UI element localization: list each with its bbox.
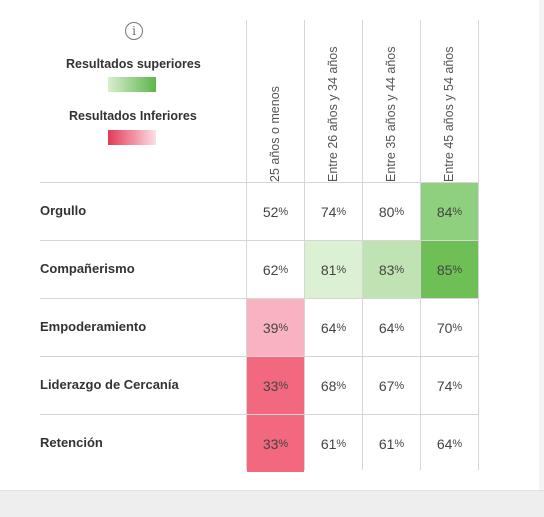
- heatmap-cell: 74%: [421, 357, 478, 414]
- heatmap-cell: 61%: [305, 415, 362, 472]
- row-label-liderazgo: Liderazgo de Cercanía: [40, 377, 179, 392]
- heatmap-cell: 33%: [247, 357, 304, 414]
- percent-sign: %: [336, 321, 347, 334]
- cell-value: 83: [378, 261, 395, 278]
- legend-superiores-bar: [108, 77, 156, 92]
- percent-sign: %: [452, 379, 463, 392]
- cell-value: 80: [378, 203, 395, 220]
- cell-value: 70: [436, 319, 453, 336]
- cell-value: 33: [262, 377, 279, 394]
- heatmap-cell: 70%: [421, 299, 478, 356]
- heatmap-cell: 64%: [305, 299, 362, 356]
- heatmap-cell: 33%: [247, 415, 304, 472]
- percent-sign: %: [336, 205, 347, 218]
- row-label-empoderamiento: Empoderamiento: [40, 319, 147, 334]
- cell-value: 61: [320, 435, 337, 452]
- heatmap-cell: 84%: [421, 183, 478, 240]
- grid-line: [420, 20, 421, 470]
- heatmap-cell: 62%: [247, 241, 304, 298]
- cell-value: 68: [320, 377, 337, 394]
- percent-sign: %: [452, 263, 463, 276]
- legend-inferiores-bar: [108, 130, 156, 145]
- percent-sign: %: [452, 205, 463, 218]
- heatmap-cell: 64%: [421, 415, 478, 472]
- percent-sign: %: [394, 205, 405, 218]
- percent-sign: %: [278, 437, 289, 450]
- cell-value: 67: [378, 377, 395, 394]
- heatmap-cell: 74%: [305, 183, 362, 240]
- cell-value: 39: [262, 319, 279, 336]
- percent-sign: %: [336, 263, 347, 276]
- grid-line: [40, 414, 478, 415]
- percent-sign: %: [452, 437, 463, 450]
- cell-value: 33: [262, 435, 279, 452]
- cell-value: 64: [320, 319, 337, 336]
- cell-value: 81: [320, 261, 337, 278]
- legend-superiores-label: Resultados superiores: [66, 57, 201, 71]
- heatmap-cell: 81%: [305, 241, 362, 298]
- grid-line: [362, 20, 363, 470]
- heatmap-cell: 83%: [363, 241, 420, 298]
- percent-sign: %: [278, 321, 289, 334]
- scroll-edge: [539, 0, 544, 490]
- grid-line: [478, 20, 479, 470]
- cell-value: 84: [436, 203, 453, 220]
- heatmap-cell: 67%: [363, 357, 420, 414]
- percent-sign: %: [278, 263, 289, 276]
- col-header: Entre 35 años y 44 años: [384, 46, 398, 182]
- percent-sign: %: [278, 379, 289, 392]
- row-label-companerismo: Compañerismo: [40, 261, 135, 276]
- heatmap-cell: 61%: [363, 415, 420, 472]
- cell-value: 52: [262, 203, 279, 220]
- percent-sign: %: [394, 263, 405, 276]
- cell-value: 62: [262, 261, 279, 278]
- grid-line: [40, 298, 478, 299]
- heatmap-cell: 68%: [305, 357, 362, 414]
- percent-sign: %: [452, 321, 463, 334]
- cell-value: 64: [378, 319, 395, 336]
- heatmap-cell: 85%: [421, 241, 478, 298]
- heatmap-cell: 39%: [247, 299, 304, 356]
- grid-line: [40, 240, 478, 241]
- bottom-strip: [0, 490, 544, 517]
- grid-line: [40, 356, 478, 357]
- row-label-orgullo: Orgullo: [40, 203, 87, 218]
- heatmap-cell: 52%: [247, 183, 304, 240]
- cell-value: 85: [436, 261, 453, 278]
- cell-value: 64: [436, 435, 453, 452]
- grid-line: [246, 20, 247, 470]
- heatmap-cell: 64%: [363, 299, 420, 356]
- info-icon[interactable]: i: [125, 22, 143, 40]
- percent-sign: %: [336, 379, 347, 392]
- grid-line: [304, 20, 305, 470]
- col-header: Entre 26 años y 34 años: [326, 46, 340, 182]
- percent-sign: %: [394, 437, 405, 450]
- heatmap-cell: 80%: [363, 183, 420, 240]
- cell-value: 74: [320, 203, 337, 220]
- row-label-retencion: Retención: [40, 435, 103, 450]
- percent-sign: %: [394, 379, 405, 392]
- cell-value: 61: [378, 435, 395, 452]
- percent-sign: %: [394, 321, 405, 334]
- col-header: Entre 45 años y 54 años: [442, 46, 456, 182]
- percent-sign: %: [336, 437, 347, 450]
- col-header: 25 años o menos: [268, 86, 282, 182]
- cell-value: 74: [436, 377, 453, 394]
- legend-inferiores-label: Resultados Inferiores: [69, 109, 197, 123]
- grid-line: [40, 182, 478, 183]
- percent-sign: %: [278, 205, 289, 218]
